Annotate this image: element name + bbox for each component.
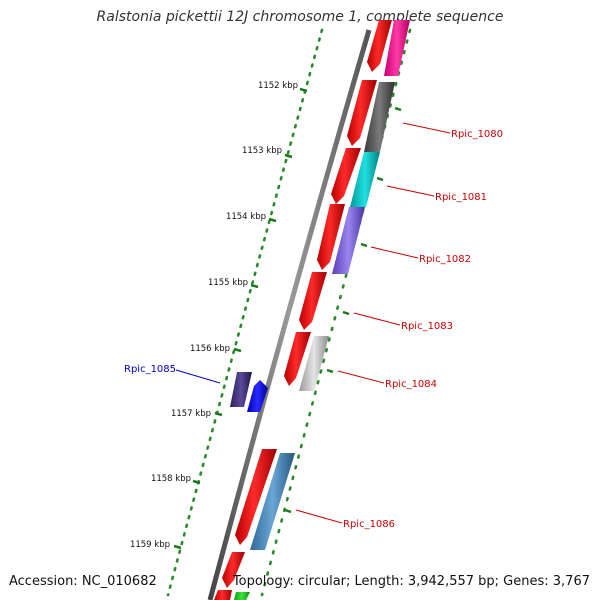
cds-arrow-rpic1085: [247, 380, 268, 412]
forward-cds-track: [214, 20, 392, 600]
gene-label-rpic1082[interactable]: Rpic_1082: [419, 254, 471, 265]
inner-track-ticks: [284, 106, 402, 514]
cds-arrow: [347, 80, 377, 146]
gene-label-rpic1080[interactable]: Rpic_1080: [451, 129, 503, 140]
gene-color-track: [234, 20, 410, 600]
chromosome-backbone: [207, 29, 372, 600]
gene-block-rpic1081: [350, 152, 380, 207]
gene-label-rpic1081[interactable]: Rpic_1081: [435, 192, 487, 203]
cds-arrow: [331, 148, 361, 204]
ruler-dotted-track: [166, 28, 324, 597]
ruler-label: 1159 kbp: [130, 540, 170, 550]
gene-label-rpic1086[interactable]: Rpic_1086: [343, 519, 395, 530]
cds-arrow: [317, 204, 345, 270]
gene-block-pink: [384, 20, 410, 76]
accession-text: Accession: NC_010682: [9, 574, 157, 589]
ruler-label: 1157 kbp: [171, 409, 211, 419]
gene-block-rpic1080: [364, 82, 395, 152]
cds-arrow: [214, 590, 232, 600]
cds-arrow: [284, 332, 311, 386]
ruler-label: 1155 kbp: [208, 278, 248, 288]
inner-dotted-track: [260, 28, 412, 597]
gene-block-rpic1085-navy: [230, 372, 252, 407]
ruler-label: 1158 kbp: [151, 474, 191, 484]
ruler-label: 1153 kbp: [242, 146, 282, 156]
ruler-ticks: [173, 87, 308, 550]
reverse-cds-track: [230, 372, 268, 412]
ruler-label: 1152 kbp: [258, 81, 298, 91]
ruler-label: 1154 kbp: [226, 212, 266, 222]
topology-text: Topology: circular; Length: 3,942,557 bp…: [232, 574, 590, 589]
gene-block-rpic1084: [299, 336, 329, 391]
gene-label-rpic1083[interactable]: Rpic_1083: [401, 321, 453, 332]
cds-arrow: [367, 20, 392, 72]
cds-arrow: [222, 552, 245, 588]
gene-label-rpic1084[interactable]: Rpic_1084: [385, 379, 437, 390]
cds-arrow: [299, 272, 327, 330]
gene-block-rpic1086: [250, 453, 295, 550]
gene-block-rpic1082: [332, 207, 365, 274]
gene-block-green: [234, 592, 250, 600]
label-leaders: [175, 122, 451, 524]
ruler-label: 1156 kbp: [190, 344, 230, 354]
gene-label-rpic1085[interactable]: Rpic_1085: [124, 364, 176, 375]
cds-arrow: [235, 449, 277, 545]
